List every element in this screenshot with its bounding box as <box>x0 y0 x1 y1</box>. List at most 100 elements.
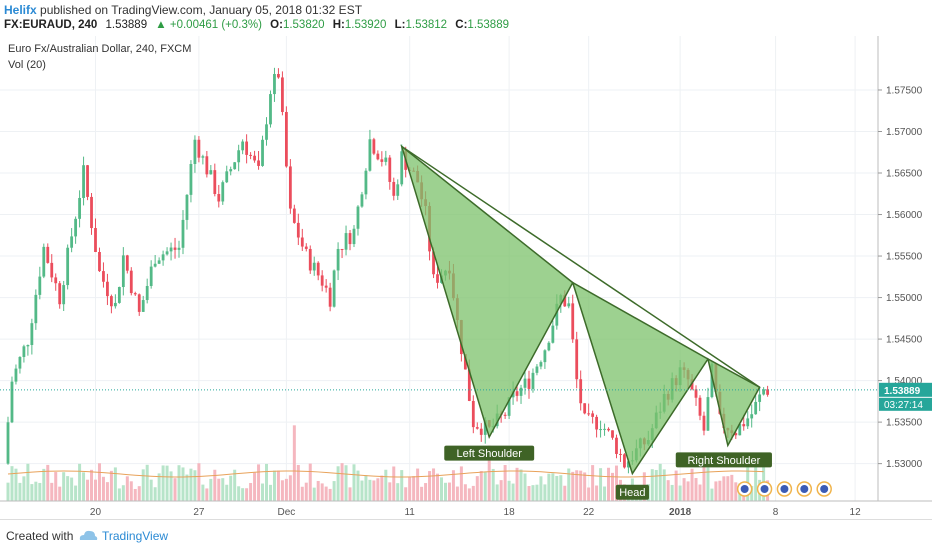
flag-icon <box>740 485 749 493</box>
volume-bar <box>324 486 328 501</box>
ohlc-line: FX:EURAUD, 240 1.53889 ▲ +0.00461 (+0.3%… <box>4 19 509 31</box>
volume-bar <box>436 473 440 501</box>
publish-line: Helifx published on TradingView.com, Jan… <box>4 3 362 17</box>
pattern-triangle[interactable] <box>400 144 574 440</box>
volume-bar <box>364 475 368 501</box>
pattern-triangle[interactable] <box>571 281 710 476</box>
volume-bar <box>507 480 511 501</box>
pattern-label: Left Shoulder <box>456 448 522 460</box>
volume-bar <box>392 466 396 501</box>
volume-bar <box>117 488 121 501</box>
candle-body <box>161 254 165 261</box>
candle-body <box>54 277 58 284</box>
volume-bar <box>308 463 312 501</box>
volume-bar <box>607 467 611 501</box>
x-tick-label: Dec <box>277 507 295 518</box>
change-value: ▲ +0.00461 (+0.3%) <box>155 19 262 31</box>
candle-body <box>571 303 575 340</box>
candle-body <box>312 262 316 271</box>
volume-bar <box>296 464 300 501</box>
volume-bar <box>177 465 181 501</box>
candle-body <box>575 339 579 380</box>
symbol-label: FX:EURAUD, 240 <box>4 19 98 31</box>
volume-bar <box>149 479 153 501</box>
candle-body <box>555 303 559 326</box>
candle-body <box>141 300 145 312</box>
candle-body <box>46 246 50 263</box>
candle-body <box>42 246 46 277</box>
volume-bar <box>312 487 316 501</box>
volume-bar <box>726 476 730 501</box>
volume-bar <box>686 481 690 501</box>
candle-body <box>308 248 312 271</box>
volume-bar <box>471 485 475 501</box>
volume-bar <box>595 485 599 501</box>
volume-bar <box>559 475 563 501</box>
volume-bar <box>328 488 332 501</box>
volume-bar <box>571 471 575 501</box>
candle-body <box>503 414 507 416</box>
pattern-label-box[interactable] <box>444 445 535 461</box>
author-link[interactable]: Helifx <box>4 3 37 17</box>
volume-bar <box>551 473 555 501</box>
last-price-value: 1.53889 <box>105 19 148 31</box>
candle-body <box>758 394 762 402</box>
candle-body <box>595 416 598 430</box>
candle-body <box>348 233 352 245</box>
volume-bar <box>348 487 352 501</box>
pattern-label-box[interactable] <box>615 484 649 500</box>
volume-bar <box>22 476 26 501</box>
candle-body <box>237 150 241 163</box>
volume-bar <box>376 478 380 501</box>
candle-body <box>754 401 758 415</box>
candle-body <box>241 141 245 151</box>
pattern-neckline[interactable] <box>401 145 761 388</box>
chart-title: Euro Fx/Australian Dollar, 240, FXCM <box>8 43 191 55</box>
volume-bar <box>455 486 459 501</box>
volume-bar <box>141 469 145 501</box>
flag-icon <box>820 485 829 493</box>
volume-bar <box>213 469 217 501</box>
chart-area[interactable]: Left Shoulder Head Right Shoulder 1.53000 1… <box>0 36 932 519</box>
flag-icon <box>760 485 769 493</box>
candle-body <box>217 194 221 202</box>
candle-body <box>181 219 185 248</box>
pattern-label-box[interactable] <box>675 452 772 468</box>
volume-bar <box>121 485 125 501</box>
x-tick-label: 12 <box>850 507 862 518</box>
volume-bar <box>400 470 404 501</box>
candle-body <box>78 197 81 219</box>
candle-body <box>563 295 567 307</box>
pattern-triangle[interactable] <box>706 357 761 448</box>
volume-bar <box>42 468 46 501</box>
tradingview-link[interactable]: TradingView <box>102 529 169 543</box>
volume-bar <box>475 476 479 501</box>
volume-bar <box>46 464 50 501</box>
price-chart[interactable]: Left Shoulder Head Right Shoulder 1.53000 1… <box>0 36 932 519</box>
candle-body <box>288 166 292 209</box>
candle-body <box>177 247 181 250</box>
volume-bar <box>185 474 189 501</box>
low-label: L: <box>394 19 406 31</box>
candle-body <box>376 153 380 160</box>
candle-body <box>627 461 630 468</box>
volume-bar <box>666 480 670 501</box>
volume-bar <box>614 465 618 501</box>
volume-bar <box>344 465 348 501</box>
candle-body <box>125 255 129 271</box>
countdown-text: 03:27:14 <box>884 400 923 411</box>
volume-bar <box>547 473 551 501</box>
footer: Created with TradingView <box>0 519 932 551</box>
volume-bar <box>714 481 718 501</box>
volume-bar <box>300 486 304 501</box>
volume-bar <box>352 464 356 501</box>
candle-body <box>615 437 618 454</box>
high-value: 1.53920 <box>344 19 387 31</box>
flag-icon <box>780 485 789 493</box>
volume-bar <box>531 485 535 501</box>
volume-bar <box>483 471 487 501</box>
volume-bar <box>750 485 754 501</box>
candle-body <box>360 194 364 207</box>
volume-bar <box>396 483 400 501</box>
volume-bar <box>443 482 447 501</box>
